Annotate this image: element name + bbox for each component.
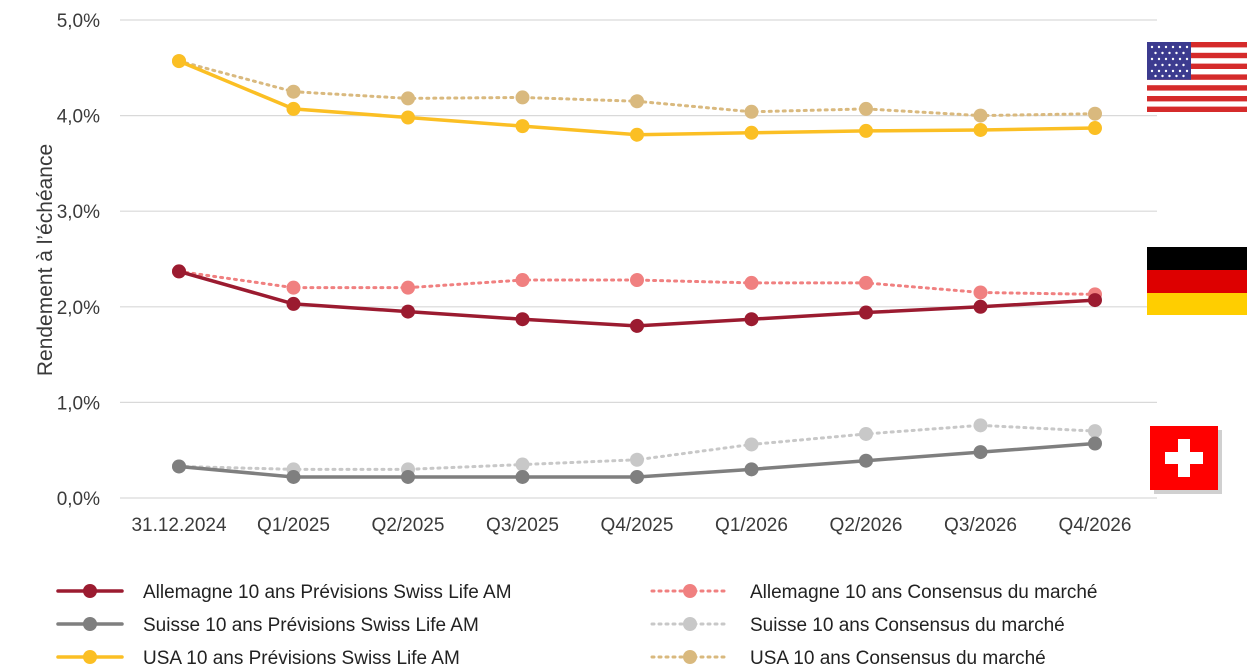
legend-swatch-marker [83,584,97,598]
legend-item: Suisse 10 ans Prévisions Swiss Life AM [56,615,479,636]
data-point [859,101,873,116]
series-0 [172,264,1102,333]
y-tick-label: 3,0% [57,202,100,223]
germany-flag-icon [1147,247,1247,315]
data-point [172,54,186,69]
data-point [973,122,988,137]
data-point [744,275,759,290]
legend-label: Suisse 10 ans Prévisions Swiss Life AM [143,615,479,636]
data-point [859,275,873,290]
us-flag-icon [1147,42,1247,112]
series-5 [172,54,1102,123]
data-point [1088,424,1102,439]
legend-item: Suisse 10 ans Consensus du marché [650,615,1065,636]
data-point [859,426,873,441]
x-tick-label: Q2/2025 [372,515,445,536]
y-tick-label: 2,0% [57,298,100,319]
data-point [744,125,759,140]
x-tick-label: Q1/2026 [715,515,788,536]
x-tick-label: Q4/2026 [1059,515,1132,536]
data-point [286,296,301,311]
y-tick-label: 4,0% [57,107,100,128]
legend-item: USA 10 ans Prévisions Swiss Life AM [56,648,460,666]
data-point [1088,293,1102,308]
data-point [172,459,186,474]
data-point [515,273,530,288]
y-axis-title: Rendement à l’échéance [34,144,57,376]
legend-swatch-marker [683,584,697,598]
data-point [859,305,873,320]
series-line [177,269,1097,296]
data-point [630,94,644,109]
data-point [1088,436,1102,451]
series-1 [172,436,1102,484]
series-4 [172,418,1102,477]
data-point [1088,121,1102,136]
data-point [973,445,988,460]
data-point [630,469,644,484]
data-point [515,312,530,327]
legend-label: USA 10 ans Prévisions Swiss Life AM [143,648,460,666]
data-point [973,299,988,314]
data-point [630,452,644,467]
legend: Allemagne 10 ans Prévisions Swiss Life A… [56,582,1097,666]
data-point [859,123,873,138]
data-point [630,318,644,333]
data-point [286,84,301,99]
y-tick-label: 0,0% [57,489,100,510]
legend-item: Allemagne 10 ans Consensus du marché [650,582,1097,603]
legend-swatch-marker [83,617,97,631]
series-lines [172,54,1102,484]
x-tick-label: 31.12.2024 [131,515,227,536]
data-point [515,457,530,472]
data-point [630,127,644,142]
data-point [973,108,988,123]
data-point [515,469,530,484]
data-point [401,91,415,106]
legend-label: Allemagne 10 ans Prévisions Swiss Life A… [143,582,512,603]
data-point [973,418,988,433]
data-point [401,469,415,484]
data-point [401,304,415,319]
x-tick-label: Q3/2026 [944,515,1017,536]
legend-swatch-marker [683,617,697,631]
series-3 [172,264,1102,302]
data-point [286,469,301,484]
data-point [515,90,530,105]
legend-label: Suisse 10 ans Consensus du marché [750,615,1065,636]
legend-swatch-marker [683,650,697,664]
data-point [744,462,759,477]
data-point [515,119,530,134]
y-tick-label: 1,0% [57,393,100,414]
x-tick-label: Q3/2025 [486,515,559,536]
switzerland-flag-icon [1150,426,1222,494]
data-point [401,280,415,295]
y-tick-label: 5,0% [57,11,100,32]
data-point [286,101,301,116]
legend-label: Allemagne 10 ans Consensus du marché [750,582,1097,603]
legend-item: USA 10 ans Consensus du marché [650,648,1046,666]
series-2 [172,54,1102,142]
data-point [744,437,759,452]
x-axis-ticks: 31.12.2024 Q1/2025 Q2/2025 Q3/2025 Q4/2025 Q1… [131,515,1131,536]
data-point [172,264,186,279]
y-axis-ticks: 0,0% 1,0% 2,0% 3,0% 4,0% 5,0% [57,11,100,510]
data-point [973,285,988,300]
x-tick-label: Q2/2026 [830,515,903,536]
data-point [859,453,873,468]
data-point [630,273,644,288]
data-point [286,280,301,295]
data-point [744,104,759,119]
data-point [401,110,415,125]
data-point [744,312,759,327]
x-tick-label: Q1/2025 [257,515,330,536]
data-point [1088,106,1102,121]
x-tick-label: Q4/2025 [601,515,674,536]
legend-item: Allemagne 10 ans Prévisions Swiss Life A… [56,582,512,603]
legend-label: USA 10 ans Consensus du marché [750,648,1046,666]
legend-swatch-marker [83,650,97,664]
